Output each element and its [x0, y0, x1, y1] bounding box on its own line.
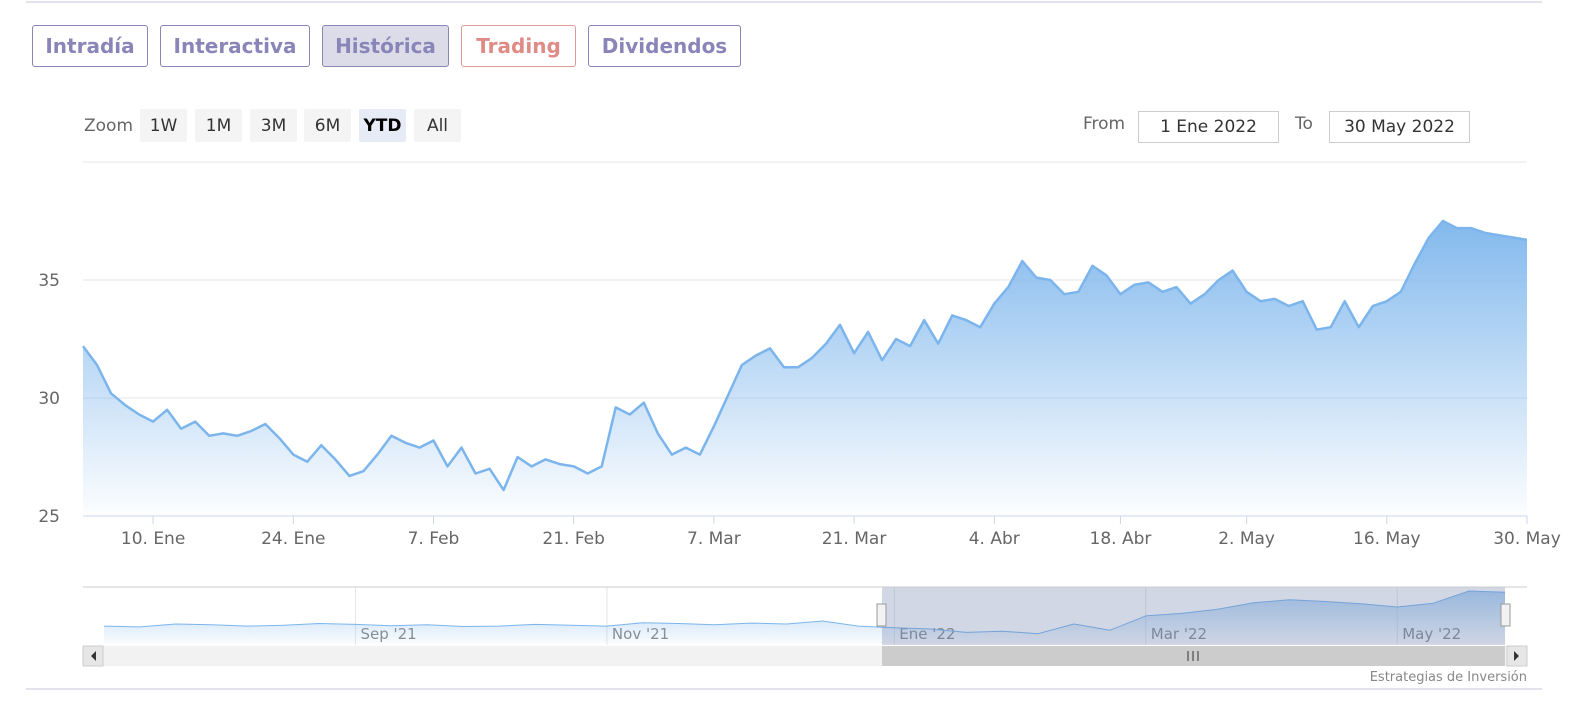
from-input[interactable]: 1 Ene 2022 — [1138, 111, 1279, 143]
tab[interactable]: Interactiva — [160, 25, 310, 67]
from-label: From — [1083, 114, 1126, 134]
zoom-button[interactable]: YTD — [359, 109, 406, 142]
x-tick-label: 10. Ene — [121, 529, 185, 549]
to-input[interactable]: 30 May 2022 — [1329, 111, 1470, 143]
tab[interactable]: Trading — [461, 25, 576, 67]
area-line — [103, 590, 1506, 635]
x-tick-label: 30. May — [1493, 529, 1561, 549]
navigator-selection[interactable] — [882, 587, 1505, 645]
navigator-handle[interactable] — [1500, 603, 1511, 627]
y-tick-label: 25 — [38, 507, 60, 527]
x-tick-label: 4. Abr — [969, 529, 1020, 549]
tab[interactable]: Dividendos — [588, 25, 741, 67]
x-tick-label: 18. Abr — [1090, 529, 1152, 549]
zoom-button[interactable]: 1M — [195, 109, 242, 142]
y-tick-label: 30 — [38, 389, 60, 409]
zoom-button[interactable]: All — [414, 109, 461, 142]
tab[interactable]: Intradía — [32, 25, 148, 67]
arrow-right — [1514, 651, 1519, 661]
navigator-handle[interactable] — [876, 603, 887, 627]
y-tick-label: 35 — [38, 271, 60, 291]
zoom-label: Zoom — [84, 116, 134, 136]
x-tick-label: 24. Ene — [261, 529, 325, 549]
x-tick-label: 21. Feb — [542, 529, 605, 549]
main-plot: 25 30 35 10. Ene 24. Ene 7. Feb 21. Feb 7. Mar 2… — [38, 219, 1561, 549]
area-fill — [83, 221, 1527, 516]
arrow-left — [91, 651, 96, 661]
tab[interactable]: Histórica — [322, 25, 449, 67]
to-label: To — [1295, 114, 1313, 134]
navigator: Sep '21Nov '21Ene '22Mar '22May '22 — [103, 587, 1506, 645]
x-tick-label: 2. May — [1218, 529, 1275, 549]
area-line — [81, 219, 1528, 492]
area-fill — [104, 591, 1505, 643]
zoom-button[interactable]: 6M — [304, 109, 351, 142]
credit: Estrategias de Inversión — [1370, 670, 1527, 685]
x-tick-label: 7. Mar — [687, 529, 741, 549]
zoom-button[interactable]: 1W — [140, 109, 187, 142]
zoom-button[interactable]: 3M — [250, 109, 297, 142]
x-tick-label: 21. Mar — [822, 529, 887, 549]
x-tick-label: 7. Feb — [408, 529, 460, 549]
scrollbar-grip — [1187, 651, 1199, 661]
x-tick-label: 16. May — [1353, 529, 1421, 549]
